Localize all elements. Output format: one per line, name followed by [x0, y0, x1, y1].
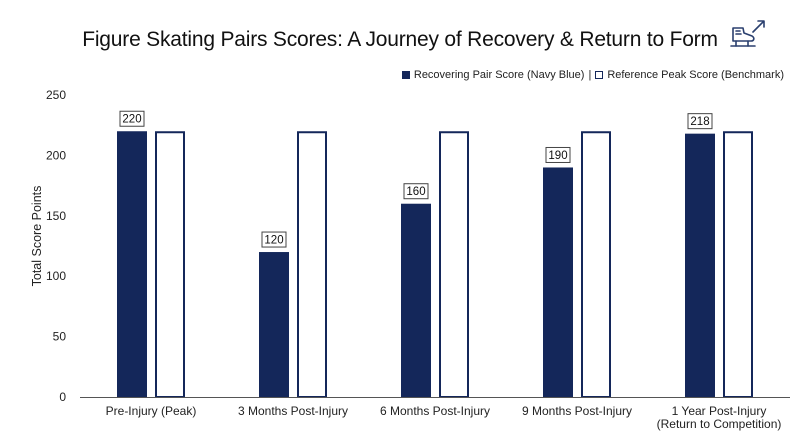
- bar-recovering-2: [401, 203, 431, 397]
- bar-reference-3: [581, 131, 611, 399]
- data-label-box: [687, 113, 713, 130]
- data-label: 218: [690, 116, 709, 128]
- y-tick-label: 250: [46, 88, 66, 102]
- data-label: 120: [264, 235, 283, 247]
- bar-reference-2: [439, 131, 469, 399]
- x-tick-label: 6 Months Post-Injury: [380, 404, 490, 418]
- bar-recovering-3: [543, 167, 573, 397]
- bars: [117, 131, 753, 399]
- chart-title: Figure Skating Pairs Scores: A Journey o…: [82, 28, 718, 51]
- legend-separator: |: [588, 69, 592, 81]
- y-tick-label: 50: [53, 330, 67, 344]
- legend-swatch-reference: [595, 71, 604, 79]
- data-labels: 220 120 160 190 218: [119, 110, 713, 248]
- legend-swatch-recovering: [401, 71, 410, 79]
- bar-reference-4: [723, 131, 753, 399]
- y-tick-label: 200: [46, 148, 66, 162]
- data-label: 220: [122, 114, 141, 126]
- y-axis: 0 50 100 150 200 250: [46, 88, 66, 404]
- legend-label-reference: Reference Peak Score (Benchmark): [607, 69, 784, 81]
- data-label-box: [119, 110, 145, 127]
- data-label-box: [545, 146, 571, 163]
- data-label: 190: [548, 150, 567, 162]
- data-label-box: [403, 183, 429, 200]
- data-label-box: [261, 231, 287, 248]
- bar-reference-0: [155, 131, 185, 399]
- y-axis-title: Total Score Points: [30, 186, 44, 287]
- x-tick-label: 3 Months Post-Injury: [238, 404, 348, 418]
- y-tick-label: 150: [46, 209, 66, 223]
- bar-reference-1: [297, 131, 327, 399]
- bar-recovering-4: [685, 133, 715, 397]
- x-axis: Pre-Injury (Peak) 3 Months Post-Injury 6 M…: [106, 404, 782, 431]
- x-tick-label: (Return to Competition): [657, 417, 782, 431]
- x-tick-label: 9 Months Post-Injury: [522, 404, 632, 418]
- y-tick-label: 100: [46, 269, 66, 283]
- legend: Recovering Pair Score (Navy Blue) | Refe…: [401, 69, 784, 81]
- data-label: 160: [406, 186, 425, 198]
- x-tick-label: 1 Year Post-Injury: [672, 404, 767, 418]
- legend-label-recovering: Recovering Pair Score (Navy Blue): [413, 69, 585, 81]
- bar-recovering-1: [259, 252, 289, 397]
- bar-recovering-0: [117, 131, 147, 398]
- x-tick-label: Pre-Injury (Peak): [106, 404, 197, 418]
- y-tick-label: 0: [59, 390, 66, 404]
- ice-skate-icon: [730, 20, 765, 47]
